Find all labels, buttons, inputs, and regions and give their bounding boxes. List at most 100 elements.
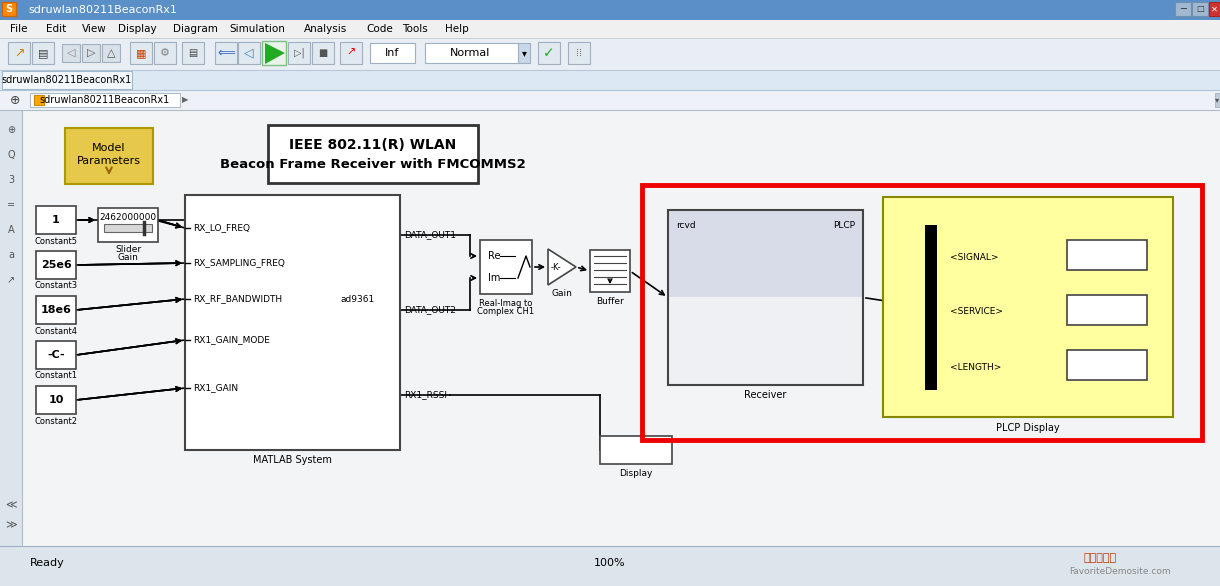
Bar [0,2,1220,3]
Bar [0,110,22,546]
Bar [0,3,1220,4]
Text: Constant2: Constant2 [34,417,78,425]
Text: □: □ [1196,5,1204,13]
Bar [0,18,1220,19]
Bar [883,197,1172,417]
Text: Real-Imag to: Real-Imag to [479,298,533,308]
Bar [102,44,120,62]
Text: DATA_OUT2: DATA_OUT2 [404,305,456,315]
Text: Simulation: Simulation [229,24,285,34]
Text: Analysis: Analysis [304,24,348,34]
Text: ⊕: ⊕ [10,94,21,107]
Text: ◁: ◁ [67,48,76,58]
Bar [37,296,76,324]
Bar [0,546,1220,586]
Bar [0,10,1220,11]
Text: FavoriteDemosite.com: FavoriteDemosite.com [1069,567,1171,577]
Bar [0,19,1220,20]
Bar [0,20,1220,38]
Bar [0,0,1220,20]
Bar [1175,2,1191,16]
Bar [425,43,520,63]
Bar [0,5,1220,6]
Text: PLCP: PLCP [833,220,855,230]
Text: Constant5: Constant5 [34,237,78,246]
Bar [32,42,54,64]
Text: RX_LO_FREQ: RX_LO_FREQ [193,223,250,233]
Text: ─: ─ [1180,4,1186,14]
Text: -K-: -K- [550,263,561,271]
Text: ↗: ↗ [7,275,15,285]
Bar [37,341,76,369]
Text: Diagram: Diagram [173,24,218,34]
Bar [0,16,1220,17]
Bar [479,240,532,294]
Bar [34,95,44,105]
Bar [370,43,415,63]
Text: MATLAB System: MATLAB System [253,455,332,465]
Bar [182,42,204,64]
Text: Code: Code [366,24,393,34]
Text: Re: Re [488,251,500,261]
Bar [642,185,1202,440]
Bar [669,210,863,297]
Bar [0,11,1220,12]
Bar [185,195,400,450]
Text: sdruwlan80211BeaconRx1: sdruwlan80211BeaconRx1 [40,95,170,105]
Text: Display: Display [620,468,653,478]
Text: -C-: -C- [48,350,65,360]
Bar [268,125,478,183]
Bar [669,297,863,384]
Bar [1068,240,1147,270]
Text: ▷|: ▷| [294,47,304,58]
Text: 25e6: 25e6 [40,260,72,270]
Text: ▾: ▾ [1215,96,1219,104]
Text: 10: 10 [49,395,63,405]
Bar [62,44,81,62]
Text: Buffer: Buffer [597,297,623,305]
Bar [262,41,285,65]
Text: 电子技术网: 电子技术网 [1083,553,1116,563]
Text: ▷: ▷ [87,48,95,58]
Bar [0,13,1220,14]
Text: DATA_OUT1: DATA_OUT1 [404,230,456,240]
Bar [0,6,1220,7]
Bar [82,44,100,62]
Text: S: S [5,4,12,14]
Text: RX1_GAIN_MODE: RX1_GAIN_MODE [193,336,270,345]
Text: ad9361: ad9361 [340,295,375,304]
Text: RX1_GAIN: RX1_GAIN [193,383,238,393]
Bar [569,42,590,64]
Text: Complex CH1: Complex CH1 [477,308,534,316]
Text: rcvd: rcvd [676,220,695,230]
Text: Beacon Frame Receiver with FMCOMMS2: Beacon Frame Receiver with FMCOMMS2 [220,158,526,171]
Bar [104,224,152,232]
Text: ■: ■ [318,48,328,58]
Text: Q: Q [7,150,15,160]
Bar [0,15,1220,16]
Text: Constant3: Constant3 [34,281,78,291]
Text: Slider: Slider [115,244,142,254]
Text: Display: Display [118,24,156,34]
Text: Ready: Ready [30,558,65,568]
Text: Gain: Gain [551,288,572,298]
Text: Parameters: Parameters [77,156,142,166]
Text: sdruwlan80211BeaconRx1: sdruwlan80211BeaconRx1 [28,5,177,15]
Bar [0,8,1220,9]
Text: 2462000000: 2462000000 [100,213,156,223]
Bar [0,14,1220,15]
Bar [9,42,30,64]
Polygon shape [265,43,285,64]
Text: ⁞⁞: ⁞⁞ [576,48,582,58]
Text: Help: Help [444,24,468,34]
Bar [154,42,176,64]
Text: ≫: ≫ [5,520,17,530]
Text: △: △ [107,48,115,58]
Bar [1215,93,1220,107]
Bar [538,42,560,64]
Bar [288,42,310,64]
Bar [600,436,672,464]
Text: <SIGNAL>: <SIGNAL> [950,253,998,261]
Bar [0,70,1220,90]
Text: ⊕: ⊕ [7,125,15,135]
